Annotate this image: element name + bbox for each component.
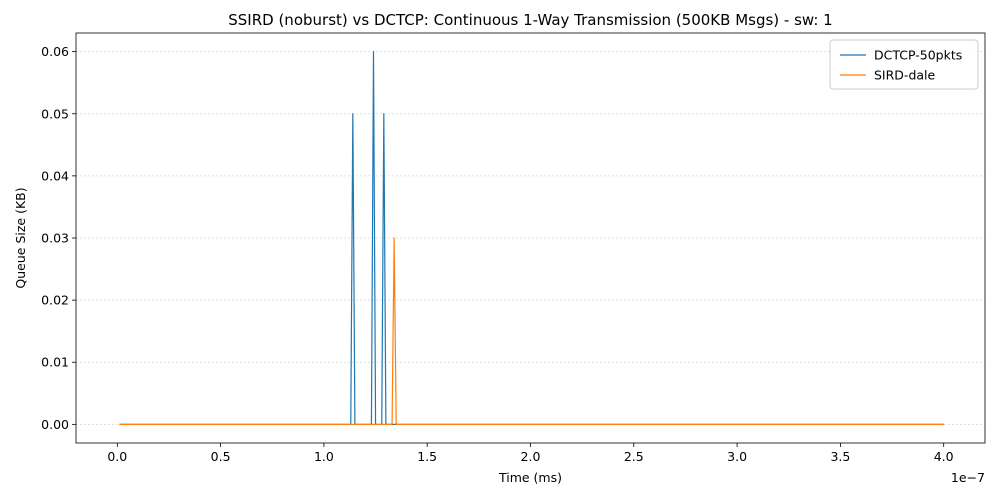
legend-box xyxy=(829,39,979,90)
legend: DCTCP-50pkts SIRD-dale xyxy=(829,39,979,90)
y-tick-label: 0.00 xyxy=(41,417,69,432)
y-tick-label: 0.04 xyxy=(41,168,69,183)
y-axis-ticks: 0.00 0.01 0.02 0.03 0.04 0.05 0.06 xyxy=(41,44,76,432)
y-tick-label: 0.01 xyxy=(41,355,69,370)
y-tick-label: 0.02 xyxy=(41,293,69,308)
x-tick-label: 4.0 xyxy=(934,449,954,464)
y-tick-label: 0.06 xyxy=(41,44,69,59)
x-tick-label: 1.5 xyxy=(417,449,437,464)
x-tick-label: 3.0 xyxy=(727,449,747,464)
y-tick-label: 0.03 xyxy=(41,231,69,246)
x-axis-ticks: 0.0 0.5 1.0 1.5 2.0 2.5 3.0 3.5 4.0 xyxy=(107,443,954,464)
legend-label: SIRD-dale xyxy=(874,68,936,83)
x-tick-label: 2.5 xyxy=(624,449,644,464)
chart-title: SSIRD (noburst) vs DCTCP: Continuous 1-W… xyxy=(228,11,832,29)
x-axis-label: Time (ms) xyxy=(498,470,562,485)
x-tick-label: 1.0 xyxy=(314,449,334,464)
y-tick-label: 0.05 xyxy=(41,106,69,121)
y-axis-label: Queue Size (KB) xyxy=(13,187,28,288)
series-line-1 xyxy=(119,237,944,425)
x-tick-label: 2.0 xyxy=(521,449,541,464)
x-axis-scale-label: 1e−7 xyxy=(951,470,985,485)
x-tick-label: 0.5 xyxy=(211,449,231,464)
series-line-0 xyxy=(119,51,944,425)
legend-label: DCTCP-50pkts xyxy=(874,48,962,63)
series-lines xyxy=(119,51,944,425)
x-tick-label: 3.5 xyxy=(830,449,850,464)
x-tick-label: 0.0 xyxy=(107,449,127,464)
